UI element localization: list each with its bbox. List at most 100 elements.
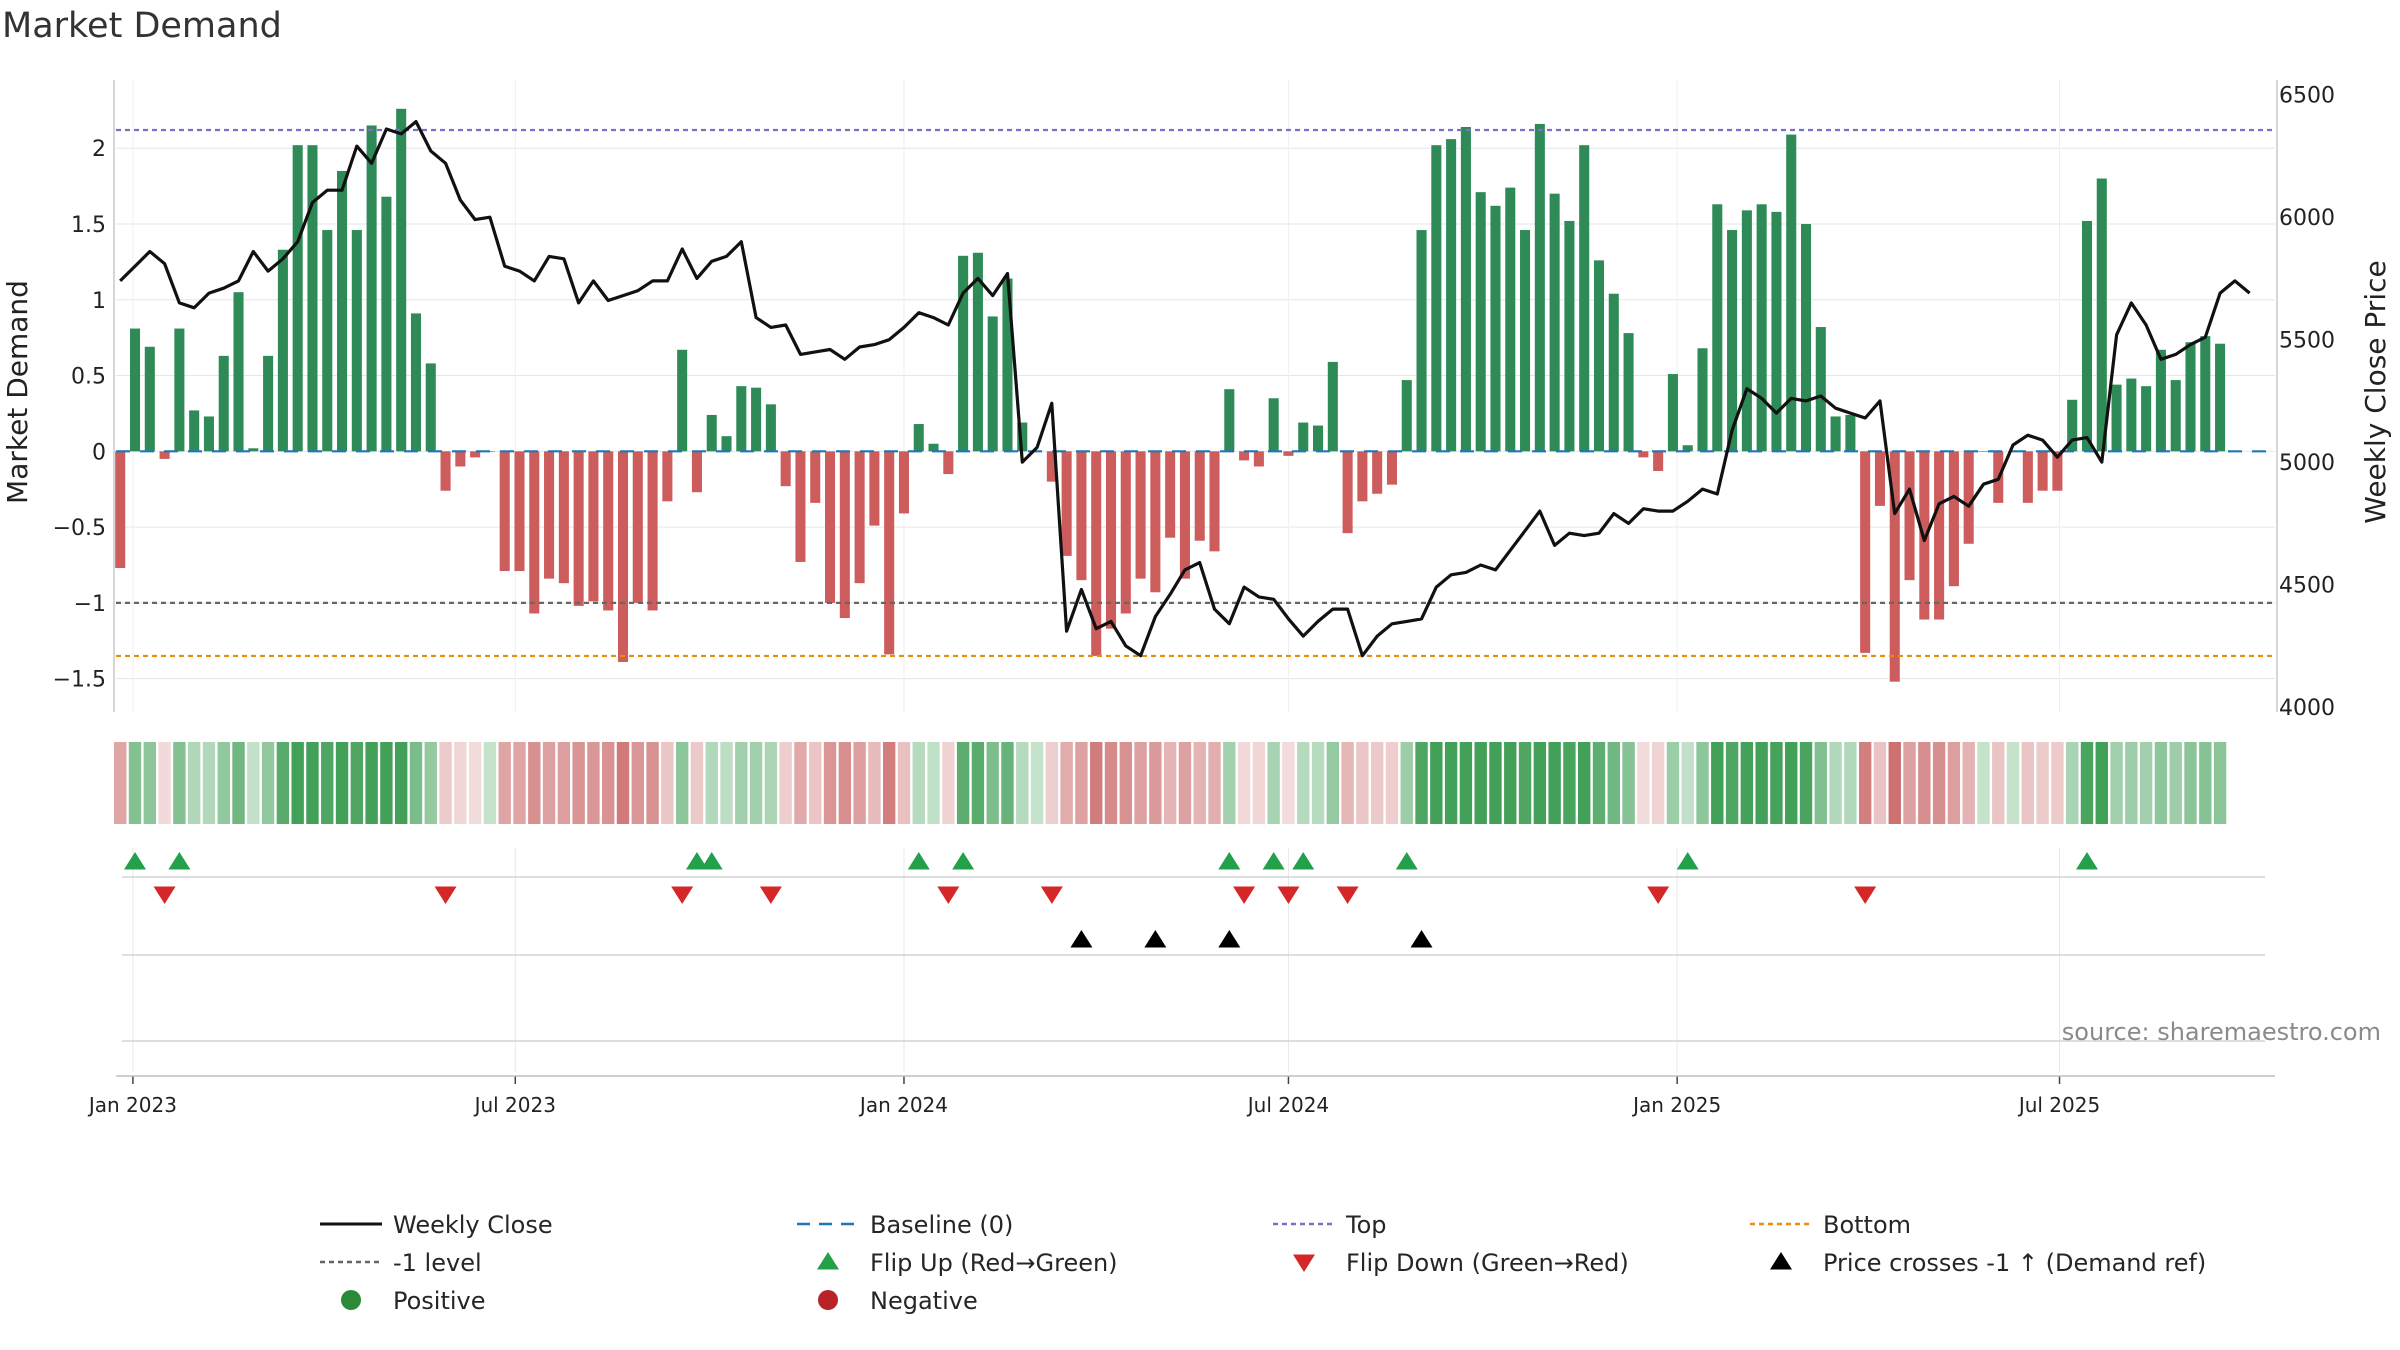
heat-cell xyxy=(468,742,482,824)
demand-bar xyxy=(1520,230,1531,452)
demand-bar xyxy=(1327,361,1338,452)
heat-cell xyxy=(350,742,364,824)
heat-cell xyxy=(1755,742,1768,824)
demand-bar xyxy=(1653,451,1664,472)
heat-cell xyxy=(1533,742,1547,824)
demand-bar xyxy=(1076,451,1087,581)
heat-cell xyxy=(631,742,644,824)
demand-bar xyxy=(898,451,909,514)
demand-bar xyxy=(839,451,850,619)
demand-bar xyxy=(2067,399,2078,452)
demand-bar xyxy=(603,451,614,611)
heat-cell xyxy=(1178,742,1192,824)
demand-bar xyxy=(1460,126,1471,452)
demand-bar xyxy=(632,451,643,603)
legend-item-minus-one: -1 level xyxy=(320,1249,482,1277)
demand-bar xyxy=(751,387,762,452)
demand-bar xyxy=(928,443,939,452)
heat-cell xyxy=(1992,742,2005,824)
demand-bar xyxy=(2022,451,2033,503)
heat-cell xyxy=(1947,742,1961,824)
demand-bar xyxy=(499,451,510,572)
flip-down-marker xyxy=(1336,886,1359,904)
demand-bar xyxy=(617,451,629,662)
heat-cell xyxy=(1001,742,1014,824)
demand-bar xyxy=(381,196,392,452)
demand-bar xyxy=(1475,192,1486,452)
legend-label: Top xyxy=(1345,1211,1387,1239)
heat-cell xyxy=(794,742,807,824)
heat-cell xyxy=(1075,742,1088,824)
heat-cell xyxy=(572,742,585,824)
y-tick-label: 0 xyxy=(92,440,106,465)
heat-cell xyxy=(1637,742,1650,824)
demand-bar xyxy=(470,451,481,458)
flip-down-marker xyxy=(759,886,782,904)
demand-bar xyxy=(1239,451,1250,461)
heat-cell xyxy=(158,742,171,824)
demand-bar xyxy=(825,451,836,603)
x-tick-label: Jan 2024 xyxy=(858,1093,948,1117)
chart-title: Market Demand xyxy=(2,6,282,46)
flip-down-marker xyxy=(1040,886,1063,904)
demand-bar xyxy=(2185,342,2196,452)
y2-axis-label: Weekly Close Price xyxy=(2359,260,2392,523)
demand-bar xyxy=(721,436,732,452)
heat-cell xyxy=(897,742,911,824)
demand-bar xyxy=(1061,451,1072,556)
flip-up-marker xyxy=(952,852,975,870)
y2-tick-label: 5000 xyxy=(2279,451,2335,476)
flip-up-marker xyxy=(685,852,708,870)
demand-bar xyxy=(351,230,362,452)
demand-bar xyxy=(1564,220,1575,452)
heat-cell xyxy=(1725,742,1739,824)
heat-cell xyxy=(1578,742,1591,824)
heat-cell xyxy=(454,742,467,824)
demand-bar xyxy=(1786,134,1797,452)
demand-bar xyxy=(1298,422,1309,452)
heat-cell xyxy=(1356,742,1369,824)
demand-bar xyxy=(1579,145,1590,452)
demand-bar xyxy=(662,451,673,502)
demand-bar xyxy=(647,451,658,611)
x-tick-label: Jul 2023 xyxy=(473,1093,556,1117)
demand-bar xyxy=(1342,451,1353,534)
demand-bar xyxy=(810,451,821,503)
heat-cell xyxy=(2184,742,2197,824)
demand-bar xyxy=(1638,451,1649,458)
demand-bar xyxy=(514,451,525,572)
legend-label: Price crosses -1 ↑ (Demand ref) xyxy=(1823,1249,2206,1277)
demand-bar xyxy=(765,404,776,452)
heat-cell xyxy=(690,742,704,824)
heat-cell xyxy=(128,742,142,824)
demand-bar xyxy=(129,328,141,452)
flip-up-marker xyxy=(907,852,930,870)
legend-swatch xyxy=(818,1290,838,1310)
heat-cell xyxy=(1592,742,1606,824)
heat-cell xyxy=(291,742,304,824)
demand-bar xyxy=(1224,389,1235,452)
demand-bar xyxy=(1889,451,1900,682)
heat-cell xyxy=(661,742,674,824)
heat-cell xyxy=(1770,742,1783,824)
flip-up-marker xyxy=(168,852,191,870)
flip-up-marker xyxy=(1395,852,1418,870)
demand-bar xyxy=(1179,451,1190,579)
heat-cell xyxy=(1548,742,1561,824)
price-cross-marker xyxy=(1410,930,1433,948)
heat-cell xyxy=(2139,742,2153,824)
heat-cell xyxy=(956,742,970,824)
legend-swatch xyxy=(341,1290,361,1310)
demand-bar xyxy=(2200,336,2211,452)
heat-cell xyxy=(1504,742,1517,824)
y-tick-label: 0.5 xyxy=(71,365,106,390)
demand-bar xyxy=(1682,445,1693,452)
heat-cell xyxy=(1030,742,1044,824)
heat-cell xyxy=(1400,742,1413,824)
demand-bar xyxy=(1431,145,1442,452)
heat-cell xyxy=(2213,742,2227,824)
heat-cell xyxy=(853,742,866,824)
heat-cell xyxy=(749,742,763,824)
y2-tick-label: 6000 xyxy=(2279,206,2335,231)
demand-bar xyxy=(322,230,333,452)
